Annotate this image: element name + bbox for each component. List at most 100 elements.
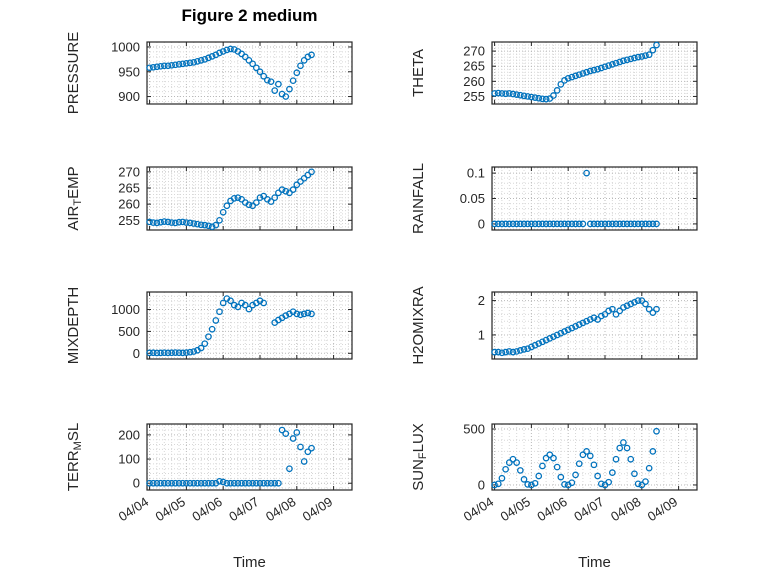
marker [616, 58, 624, 66]
marker [260, 299, 268, 307]
marker [568, 324, 576, 332]
marker [212, 221, 220, 229]
marker [146, 218, 153, 226]
marker [223, 479, 231, 487]
marker [575, 460, 583, 468]
y-tick-label: 1 [478, 327, 485, 342]
marker [183, 349, 190, 357]
marker [157, 62, 164, 70]
marker [590, 461, 598, 469]
subplot-rainfall: 0 0.05 0.1 RAINFALL [397, 153, 705, 244]
chart-svg-pressure: 900 950 1000 PRESSURE [65, 32, 353, 114]
x-tick-label: 04/08 [608, 494, 643, 524]
marker [491, 481, 498, 489]
marker [260, 72, 268, 80]
marker [219, 48, 227, 55]
marker [620, 304, 627, 311]
marker [227, 297, 234, 305]
marker [528, 93, 535, 101]
grid-lines [492, 424, 697, 490]
marker [631, 298, 638, 306]
marker [542, 454, 550, 462]
marker [223, 46, 231, 54]
tick-marks [492, 424, 697, 490]
marker [631, 54, 638, 62]
marker [586, 67, 594, 75]
marker [171, 61, 179, 69]
marker [557, 473, 565, 481]
marker [256, 479, 264, 487]
marker [153, 349, 161, 357]
plot-border [491, 291, 698, 360]
marker [197, 479, 205, 487]
data-points [146, 426, 315, 487]
plot-border [146, 41, 353, 105]
marker [564, 220, 572, 228]
marker [583, 68, 590, 76]
marker [175, 349, 183, 357]
marker [649, 448, 657, 455]
marker [535, 220, 543, 228]
marker [289, 186, 297, 193]
marker [153, 219, 161, 227]
marker [179, 479, 187, 487]
marker [609, 61, 616, 68]
marker [194, 220, 201, 228]
marker [520, 92, 528, 100]
marker [168, 219, 176, 226]
x-tick-label: 04/09 [645, 494, 680, 524]
marker [179, 349, 187, 357]
marker [293, 310, 301, 318]
marker [175, 218, 183, 226]
tick-marks [492, 292, 697, 359]
marker [157, 479, 164, 487]
grid-lines [147, 424, 352, 490]
marker [590, 220, 598, 228]
marker [289, 435, 297, 442]
marker [572, 220, 579, 228]
marker [520, 476, 528, 483]
marker [627, 220, 635, 228]
marker [282, 187, 290, 195]
marker [205, 479, 212, 487]
plot-border [146, 423, 353, 491]
x-tick-label: 04/07 [571, 494, 606, 524]
marker [568, 479, 576, 487]
marker [197, 57, 205, 64]
marker [535, 472, 543, 480]
marker [179, 60, 187, 68]
marker [553, 331, 561, 339]
marker [653, 305, 660, 313]
marker [494, 348, 502, 356]
marker [557, 220, 565, 228]
marker [586, 220, 594, 228]
marker [264, 479, 271, 487]
x-tick-label: 04/06 [534, 494, 569, 524]
marker [564, 74, 572, 82]
marker [212, 317, 220, 324]
x-tick-label: 04/08 [263, 494, 298, 524]
marker [579, 451, 587, 459]
marker [278, 426, 286, 434]
marker [164, 62, 172, 70]
marker [531, 479, 539, 487]
marker [245, 305, 253, 313]
y-tick-label: 1000 [111, 302, 140, 317]
marker [553, 87, 561, 94]
marker [561, 328, 568, 335]
marker [230, 194, 238, 202]
data-points [146, 45, 315, 100]
marker [524, 345, 532, 353]
marker [502, 90, 509, 98]
marker [612, 455, 620, 463]
marker [146, 479, 153, 487]
marker [289, 77, 297, 85]
marker [535, 94, 543, 102]
marker [234, 479, 242, 487]
marker [194, 57, 201, 65]
marker [201, 479, 209, 487]
marker [168, 349, 176, 357]
marker [160, 218, 168, 225]
marker [568, 220, 576, 228]
marker [245, 201, 253, 209]
